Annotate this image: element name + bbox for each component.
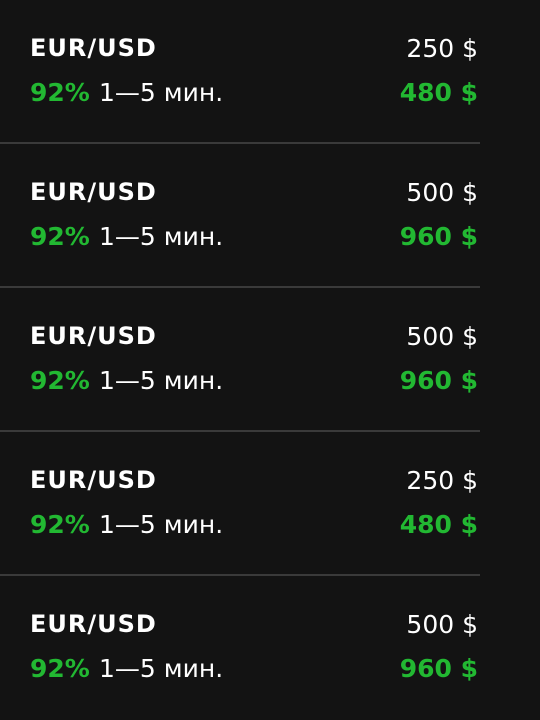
trade-duration: 1—5 мин.	[99, 510, 224, 539]
trade-percent: 92%	[30, 366, 90, 395]
row-divider	[0, 430, 480, 432]
trade-duration: 1—5 мин.	[99, 654, 224, 683]
trade-row[interactable]: EUR/USD 250 $ 92% 1—5 мин. 480 $	[0, 0, 480, 144]
trade-duration: 1—5 мин.	[99, 366, 224, 395]
trade-payout: 960 $	[399, 654, 478, 683]
trade-amount: 500 $	[406, 178, 478, 207]
trade-pair: EUR/USD	[30, 466, 157, 494]
trade-row[interactable]: EUR/USD 250 $ 92% 1—5 мин. 480 $	[0, 432, 480, 576]
row-divider	[0, 286, 480, 288]
row-divider	[0, 574, 480, 576]
trade-pair: EUR/USD	[30, 610, 157, 638]
trade-amount: 500 $	[406, 322, 478, 351]
trade-percent: 92%	[30, 510, 90, 539]
trade-payout: 480 $	[399, 510, 478, 539]
trade-row[interactable]: EUR/USD 500 $ 92% 1—5 мин. 960 $	[0, 576, 480, 720]
trade-amount: 500 $	[406, 610, 478, 639]
trade-payout: 960 $	[399, 222, 478, 251]
trade-duration: 1—5 мин.	[99, 222, 224, 251]
trade-pair: EUR/USD	[30, 34, 157, 62]
trade-payout: 480 $	[399, 78, 478, 107]
trade-amount: 250 $	[406, 34, 478, 63]
trade-pair: EUR/USD	[30, 322, 157, 350]
trade-percent: 92%	[30, 78, 90, 107]
trade-payout: 960 $	[399, 366, 478, 395]
trade-duration: 1—5 мин.	[99, 78, 224, 107]
trade-amount: 250 $	[406, 466, 478, 495]
trade-pair: EUR/USD	[30, 178, 157, 206]
trade-percent: 92%	[30, 654, 90, 683]
trade-row[interactable]: EUR/USD 500 $ 92% 1—5 мин. 960 $	[0, 144, 480, 288]
trade-row[interactable]: EUR/USD 500 $ 92% 1—5 мин. 960 $	[0, 288, 480, 432]
row-divider	[0, 142, 480, 144]
trade-percent: 92%	[30, 222, 90, 251]
